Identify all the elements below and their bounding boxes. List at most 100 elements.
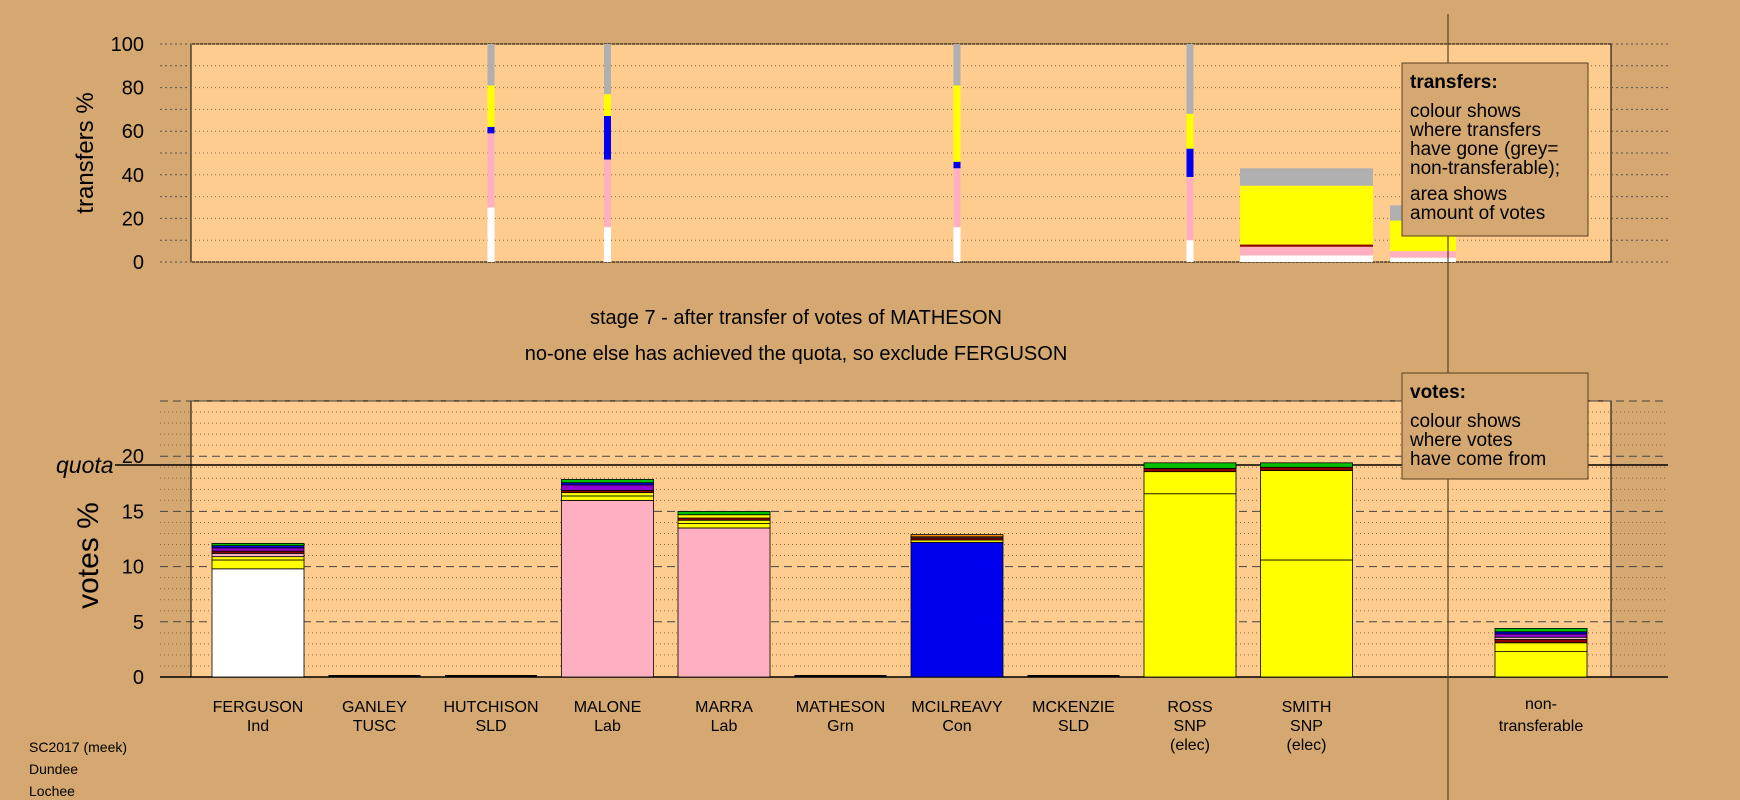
- footer-line: SC2017 (meek): [29, 739, 127, 755]
- vote-bar-segment: [211, 552, 305, 558]
- transfer-bar-segment: [1240, 168, 1373, 186]
- nontransferable-label: non-: [1525, 696, 1557, 713]
- vote-bar-segment: [561, 495, 654, 501]
- votes-legend-title: votes:: [1410, 382, 1466, 403]
- right-margin: [1611, 44, 1668, 262]
- transfer-bar-segment: [1390, 257, 1456, 262]
- footer-line: Lochee: [29, 783, 75, 799]
- candidate-name-label: GANLEY: [342, 699, 407, 716]
- candidate-party-label: Lab: [594, 718, 621, 735]
- vote-bar-segment: [1260, 462, 1353, 468]
- vote-bar-segment: [677, 510, 771, 516]
- vote-bar-segment: [1494, 639, 1588, 644]
- votes-y-tick: 5: [133, 612, 144, 634]
- footer-line: Dundee: [29, 761, 78, 777]
- candidate-party-label: SLD: [1058, 718, 1089, 735]
- transfer-bar-segment: [1390, 251, 1456, 258]
- transfer-bar-segment: [1240, 255, 1373, 262]
- transfers-y-tick: 80: [122, 78, 144, 100]
- vote-bar-segment: [677, 523, 771, 529]
- votes-y-axis-label: votes %: [72, 502, 105, 609]
- transfer-bar-segment: [604, 94, 611, 116]
- vote-bar-segment: [561, 492, 654, 497]
- transfers-legend-text: area shows: [1410, 184, 1507, 205]
- candidate-status-label: (elec): [1286, 737, 1326, 754]
- transfer-bar-segment: [487, 126, 495, 134]
- transfer-bar-segment: [487, 85, 495, 127]
- transfers-y-axis-label: transfers %: [72, 92, 99, 213]
- vote-bar-segment: [1143, 493, 1237, 678]
- vote-bar-segment: [1494, 651, 1588, 678]
- vote-bar-segment: [1494, 633, 1588, 638]
- candidate-name-label: HUTCHISON: [443, 699, 538, 716]
- transfers-y-tick: 20: [122, 208, 144, 230]
- votes-y-tick: 10: [122, 557, 144, 579]
- candidate-party-label: Ind: [247, 718, 269, 735]
- candidate-name-label: MCKENZIE: [1032, 699, 1115, 716]
- vote-bar-segment: [677, 514, 771, 519]
- vote-bar-segment: [1260, 470, 1353, 561]
- transfer-bar-segment: [1186, 148, 1194, 177]
- transfer-bar-segment: [1240, 185, 1373, 245]
- candidate-party-label: Con: [942, 718, 971, 735]
- transfers-y-tick: 60: [122, 121, 144, 143]
- transfer-bar-segment: [953, 44, 961, 86]
- votes-plot-area: [190, 400, 1612, 678]
- nontransferable-label: transferable: [1499, 718, 1584, 735]
- transfers-legend-text: colour shows: [1410, 101, 1521, 122]
- transfer-bar-segment: [604, 115, 611, 160]
- votes-y-tick: 20: [122, 446, 144, 468]
- vote-bar-segment: [1143, 467, 1237, 473]
- vote-bar-segment: [561, 478, 654, 484]
- transfers-chart: 0 20 40 60 80 100 transfers %: [72, 34, 1668, 274]
- vote-bar-segment: [677, 527, 771, 678]
- transfers-legend-title: transfers:: [1410, 72, 1498, 93]
- transfers-legend-text: have gone (grey=: [1410, 139, 1558, 160]
- transfer-bar-segment: [487, 44, 495, 86]
- transfer-bar-segment: [1186, 113, 1194, 149]
- transfers-y-tick: 40: [122, 165, 144, 187]
- transfer-bar-segment: [1240, 244, 1373, 247]
- candidate-party-label: TUSC: [353, 718, 397, 735]
- chart-title: stage 7 - after transfer of votes of MAT…: [590, 307, 1002, 329]
- transfers-legend-text: where transfers: [1409, 120, 1541, 141]
- candidate-party-label: Lab: [711, 718, 738, 735]
- transfer-bar-segment: [953, 227, 961, 262]
- candidate-name-label: FERGUSON: [213, 699, 304, 716]
- vote-bar-segment: [910, 534, 1004, 538]
- vote-bar-segment: [1143, 471, 1237, 495]
- candidate-status-label: (elec): [1170, 737, 1210, 754]
- transfer-bar-segment: [1240, 246, 1373, 256]
- transfer-bar-segment: [953, 168, 961, 228]
- transfer-bar-segment: [487, 207, 495, 262]
- vote-bar-segment: [1143, 462, 1237, 469]
- transfers-y-tick: 0: [133, 252, 144, 274]
- votes-legend-text: where votes: [1409, 430, 1512, 451]
- vote-bar-segment: [1494, 642, 1588, 653]
- candidate-name-label: MARRA: [695, 699, 753, 716]
- transfers-legend-text: amount of votes: [1410, 203, 1545, 224]
- quota-label: quota: [56, 452, 114, 478]
- chart-subtitle: no-one else has achieved the quota, so e…: [525, 343, 1068, 365]
- candidate-party-label: SNP: [1290, 718, 1323, 735]
- vote-bar-segment: [211, 559, 305, 570]
- candidate-name-label: SMITH: [1282, 699, 1332, 716]
- transfer-bar-segment: [1186, 44, 1194, 114]
- votes-y-tick: 0: [133, 667, 144, 689]
- votes-legend-text: colour shows: [1410, 411, 1521, 432]
- vote-bar-segment: [910, 541, 1004, 678]
- vote-bar-segment: [1260, 559, 1353, 678]
- vote-bar-segment: [211, 547, 305, 552]
- vote-bar-segment: [561, 499, 654, 678]
- transfers-y-tick: 100: [111, 34, 144, 56]
- transfers-legend-text: non-transferable);: [1410, 158, 1560, 179]
- candidate-party-label: Grn: [827, 718, 854, 735]
- candidate-name-label: MCILREAVY: [911, 699, 1003, 716]
- candidate-party-label: SLD: [475, 718, 506, 735]
- transfer-bar-segment: [604, 159, 611, 228]
- footer: SC2017 (meek) Dundee Lochee: [29, 739, 127, 799]
- transfer-bar-segment: [604, 44, 611, 95]
- votes-legend-text: have come from: [1410, 449, 1546, 470]
- vote-bar-segment: [677, 519, 771, 524]
